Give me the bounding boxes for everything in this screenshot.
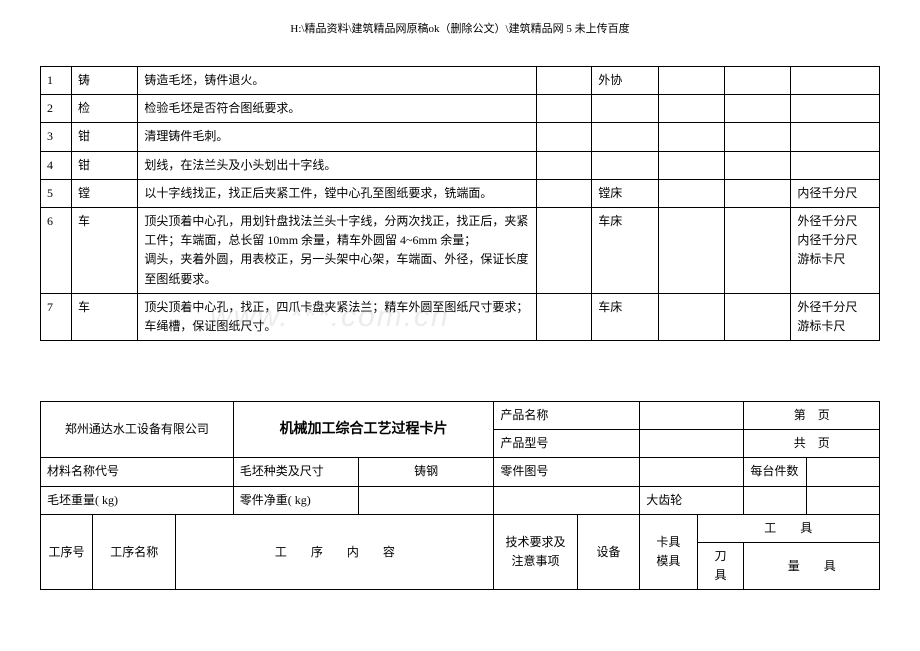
table-row: 6车顶尖顶着中心孔，用划针盘找法兰头十字线，分两次找正，找正后，夹紧工件；车端面… <box>41 207 880 293</box>
part-drawing-value <box>640 458 744 486</box>
blank-cell-2 <box>744 486 807 514</box>
equipment-label: 设备 <box>577 514 640 590</box>
row-blank <box>658 207 724 293</box>
cast-steel: 铸钢 <box>358 458 493 486</box>
row-blank <box>725 95 791 123</box>
measure-label: 量 具 <box>744 543 880 590</box>
row-num: 2 <box>41 95 72 123</box>
part-drawing-label: 零件图号 <box>494 458 640 486</box>
row-op: 车 <box>71 207 137 293</box>
row-op: 镗 <box>71 179 137 207</box>
blank-weight-label: 毛坯重量( kg) <box>41 486 234 514</box>
row-eq: 镗床 <box>592 179 658 207</box>
row-blank <box>658 151 724 179</box>
row-blank <box>536 67 591 95</box>
row-desc: 顶尖顶着中心孔，找正，四爪卡盘夹紧法兰；精车外圆至图纸尺寸要求；车绳槽，保证图纸… <box>138 293 536 340</box>
row-num: 7 <box>41 293 72 340</box>
row-blank <box>725 151 791 179</box>
part-weight-value <box>358 486 493 514</box>
row-blank <box>536 293 591 340</box>
row-tool <box>791 95 880 123</box>
row-tool: 外径千分尺 游标卡尺 <box>791 293 880 340</box>
row-tool <box>791 151 880 179</box>
big-gear: 大齿轮 <box>640 486 744 514</box>
cutter-label: 刀 具 <box>697 543 744 590</box>
row-eq <box>592 123 658 151</box>
row-tool: 内径千分尺 <box>791 179 880 207</box>
row-blank <box>725 207 791 293</box>
blank-type-label: 毛坯种类及尺寸 <box>233 458 358 486</box>
seq-content-label: 工 序 内 容 <box>176 514 494 590</box>
row-eq: 外协 <box>592 67 658 95</box>
part-weight-label: 零件净重( kg) <box>233 486 358 514</box>
process-card-table: 郑州通达水工设备有限公司 机械加工综合工艺过程卡片 产品名称 第 页 产品型号 … <box>40 401 880 590</box>
row-blank <box>658 67 724 95</box>
row-desc: 清理铸件毛刺。 <box>138 123 536 151</box>
row-desc: 划线，在法兰头及小头划出十字线。 <box>138 151 536 179</box>
row-tool <box>791 123 880 151</box>
row-op: 车 <box>71 293 137 340</box>
process-table: 1铸铸造毛坯，铸件退火。外协2检检验毛坯是否符合图纸要求。3钳清理铸件毛刺。4钳… <box>40 66 880 341</box>
file-path: H:\精品资料\建筑精品网原稿ok（删除公文）\建筑精品网 5 未上传百度 <box>40 20 880 36</box>
row-blank <box>725 179 791 207</box>
row-op: 铸 <box>71 67 137 95</box>
row-blank <box>725 67 791 95</box>
page-label: 第 页 <box>744 402 880 430</box>
row-num: 3 <box>41 123 72 151</box>
table-row: 4钳划线，在法兰头及小头划出十字线。 <box>41 151 880 179</box>
product-model-label: 产品型号 <box>494 430 640 458</box>
row-blank <box>658 123 724 151</box>
row-desc: 检验毛坯是否符合图纸要求。 <box>138 95 536 123</box>
row-num: 6 <box>41 207 72 293</box>
row-blank <box>725 123 791 151</box>
blank-cell-1 <box>494 486 640 514</box>
row-desc: 以十字线找正，找正后夹紧工件，镗中心孔至图纸要求，铣端面。 <box>138 179 536 207</box>
row-eq <box>592 151 658 179</box>
row-eq: 车床 <box>592 293 658 340</box>
seq-label: 工序号 <box>41 514 93 590</box>
row-blank <box>536 207 591 293</box>
table-row: 3钳清理铸件毛刺。 <box>41 123 880 151</box>
fixture-label: 卡具 模具 <box>640 514 697 590</box>
row-blank <box>536 95 591 123</box>
row-desc: 顶尖顶着中心孔，用划针盘找法兰头十字线，分两次找正，找正后，夹紧工件；车端面，总… <box>138 207 536 293</box>
card-title: 机械加工综合工艺过程卡片 <box>233 402 494 458</box>
row-blank <box>658 293 724 340</box>
table-row: 1铸铸造毛坯，铸件退火。 外协 <box>41 67 880 95</box>
row-blank <box>536 123 591 151</box>
seq-name-label: 工序名称 <box>93 514 176 590</box>
table-row: 2检检验毛坯是否符合图纸要求。 <box>41 95 880 123</box>
row-blank <box>536 179 591 207</box>
row-op: 钳 <box>71 123 137 151</box>
tool-header: 工 具 <box>697 514 879 542</box>
per-unit-label: 每台件数 <box>744 458 807 486</box>
row-blank <box>725 293 791 340</box>
row-eq: 车床 <box>592 207 658 293</box>
product-name-value <box>640 402 744 430</box>
product-name-label: 产品名称 <box>494 402 640 430</box>
row-tool <box>791 67 880 95</box>
row-blank <box>658 95 724 123</box>
company-name: 郑州通达水工设备有限公司 <box>41 402 234 458</box>
row-blank <box>658 179 724 207</box>
product-model-value <box>640 430 744 458</box>
row-op: 钳 <box>71 151 137 179</box>
tech-req-label: 技术要求及 注意事项 <box>494 514 577 590</box>
row-num: 4 <box>41 151 72 179</box>
row-eq <box>592 95 658 123</box>
row-blank <box>536 151 591 179</box>
total-page-label: 共 页 <box>744 430 880 458</box>
table-row: 7车顶尖顶着中心孔，找正，四爪卡盘夹紧法兰；精车外圆至图纸尺寸要求；车绳槽，保证… <box>41 293 880 340</box>
blank-cell-3 <box>806 486 879 514</box>
row-desc: 铸造毛坯，铸件退火。 <box>138 67 536 95</box>
row-num: 1 <box>41 67 72 95</box>
per-unit-value <box>806 458 879 486</box>
row-num: 5 <box>41 179 72 207</box>
row-op: 检 <box>71 95 137 123</box>
material-label: 材料名称代号 <box>41 458 234 486</box>
table-row: 5镗以十字线找正，找正后夹紧工件，镗中心孔至图纸要求，铣端面。 镗床 内径千分尺 <box>41 179 880 207</box>
row-tool: 外径千分尺 内径千分尺 游标卡尺 <box>791 207 880 293</box>
